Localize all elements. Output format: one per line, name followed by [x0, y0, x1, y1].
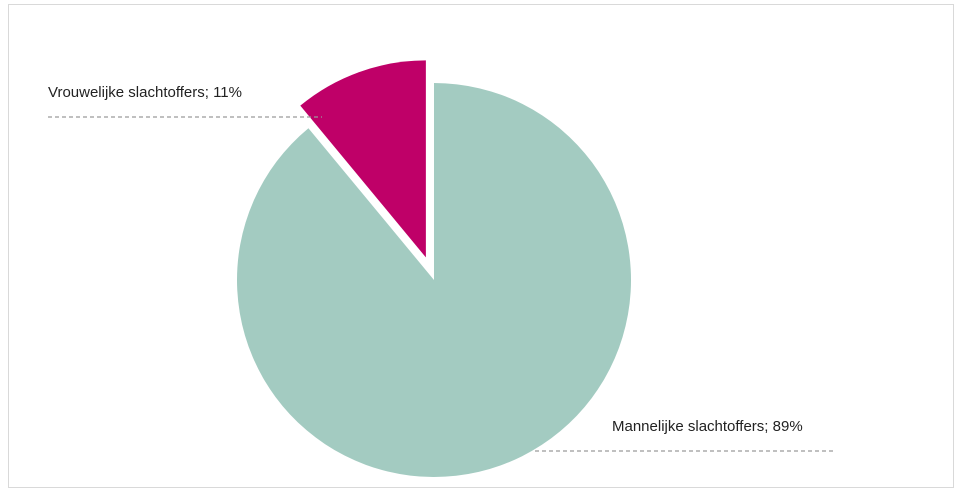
pie-slice-mannelijke [236, 83, 631, 477]
slice-label-mannelijke: Mannelijke slachtoffers; 89% [612, 418, 803, 435]
slice-label-vrouwelijke: Vrouwelijke slachtoffers; 11% [48, 84, 242, 101]
pie-slice-vrouwelijke [300, 60, 426, 258]
